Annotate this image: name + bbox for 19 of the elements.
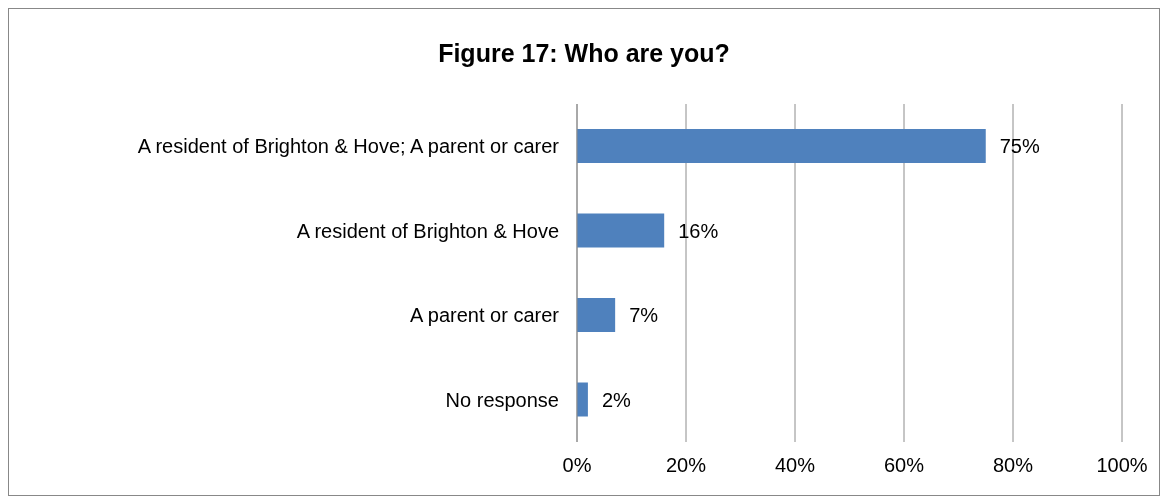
bar bbox=[577, 213, 665, 248]
chart-title: Figure 17: Who are you? bbox=[437, 39, 731, 68]
data-label: 7% bbox=[629, 304, 659, 326]
y-tick-label: No response bbox=[445, 388, 559, 411]
data-label: 16% bbox=[678, 219, 719, 242]
y-tick-label: A parent or carer bbox=[410, 304, 560, 327]
data-label: 75% bbox=[999, 135, 1040, 157]
x-tick-label: 0% bbox=[562, 454, 592, 477]
data-label: 2% bbox=[601, 388, 632, 411]
x-tick-label: 100% bbox=[1096, 454, 1148, 477]
y-tick-label: A resident of Brighton & Hove bbox=[296, 219, 559, 242]
x-tick-label: 80% bbox=[992, 454, 1034, 477]
x-tick-label: 20% bbox=[665, 454, 707, 477]
x-tick-label: 60% bbox=[883, 454, 925, 477]
x-tick-label: 40% bbox=[774, 454, 816, 477]
bar bbox=[577, 382, 588, 417]
bar bbox=[577, 298, 616, 332]
y-tick-label: A resident of Brighton & Hove; A parent or carer bbox=[137, 135, 560, 158]
bar bbox=[577, 129, 986, 163]
